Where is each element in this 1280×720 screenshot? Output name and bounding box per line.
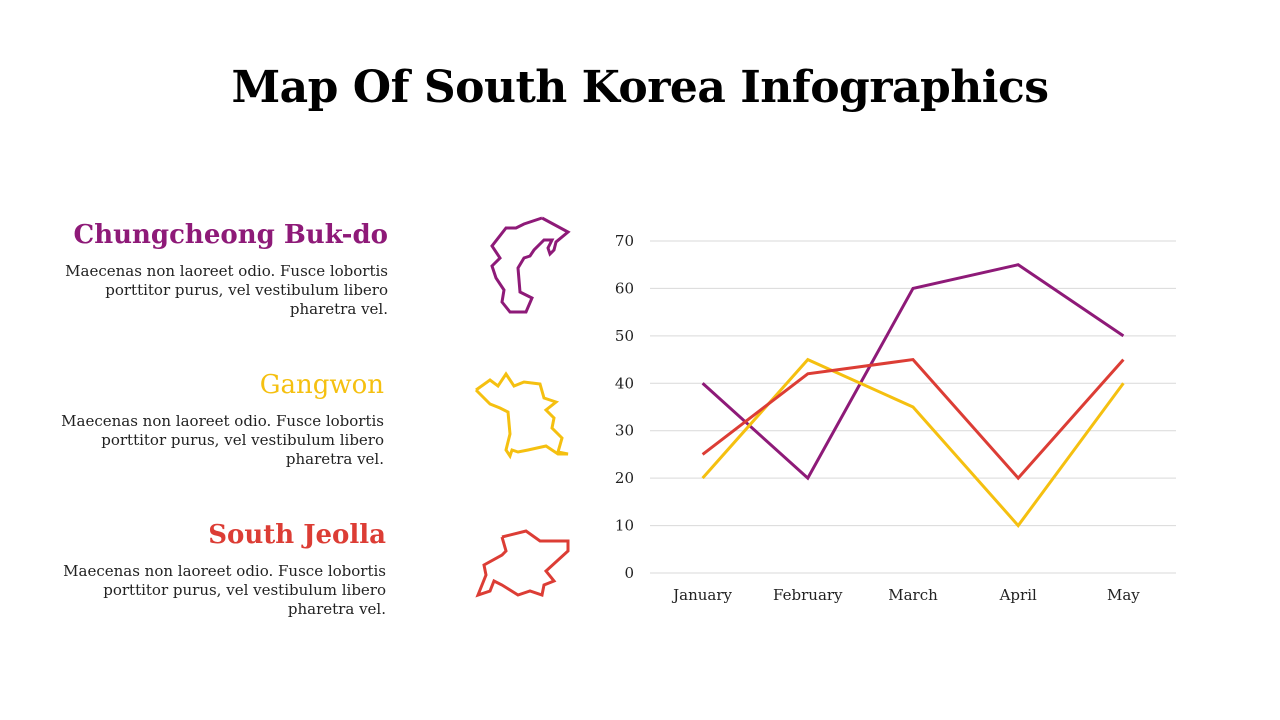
series-line-3 bbox=[701, 357, 1125, 481]
line-chart: 0 10 20 30 40 50 60 70 January February March Apri… bbox=[615, 232, 1176, 604]
region-description: Maecenas non laoreet odio. Fusce loborti… bbox=[63, 562, 386, 618]
region-name: Chungcheong Buk-do bbox=[73, 220, 389, 250]
x-tick-label: January bbox=[671, 586, 732, 604]
y-tick-label: 20 bbox=[615, 469, 634, 487]
south-jeolla-map-icon bbox=[475, 529, 570, 598]
page-title: Map Of South Korea Infographics bbox=[231, 62, 1049, 113]
series-line-1 bbox=[701, 263, 1125, 481]
x-tick-label: March bbox=[888, 586, 938, 604]
y-tick-label: 10 bbox=[615, 517, 634, 535]
y-tick-label: 70 bbox=[615, 232, 634, 250]
region-block-gangwon: Gangwon Maecenas non laoreet odio. Fusce… bbox=[44, 370, 384, 469]
x-axis-ticks: January February March April May bbox=[671, 586, 1140, 604]
region-name: South Jeolla bbox=[208, 520, 386, 550]
x-tick-label: February bbox=[773, 586, 843, 604]
series-line-2 bbox=[701, 357, 1125, 528]
x-tick-label: April bbox=[999, 586, 1037, 604]
region-block-south-jeolla: South Jeolla Maecenas non laoreet odio. … bbox=[46, 520, 386, 619]
region-description: Maecenas non laoreet odio. Fusce loborti… bbox=[65, 262, 388, 318]
x-tick-label: May bbox=[1107, 586, 1140, 604]
y-tick-label: 0 bbox=[624, 564, 634, 582]
y-tick-label: 60 bbox=[615, 279, 634, 297]
region-name: Gangwon bbox=[259, 370, 384, 400]
y-axis-ticks: 0 10 20 30 40 50 60 70 bbox=[615, 232, 634, 582]
series-lines bbox=[701, 263, 1125, 528]
region-block-chungcheong: Chungcheong Buk-do Maecenas non laoreet … bbox=[48, 220, 388, 319]
gridlines bbox=[650, 240, 1176, 574]
chungcheong-buk-do-map-icon bbox=[490, 216, 571, 314]
region-description: Maecenas non laoreet odio. Fusce loborti… bbox=[61, 412, 384, 468]
y-tick-label: 40 bbox=[615, 374, 634, 392]
y-tick-label: 50 bbox=[615, 327, 634, 345]
y-tick-label: 30 bbox=[615, 422, 634, 440]
gangwon-map-icon bbox=[474, 371, 569, 460]
